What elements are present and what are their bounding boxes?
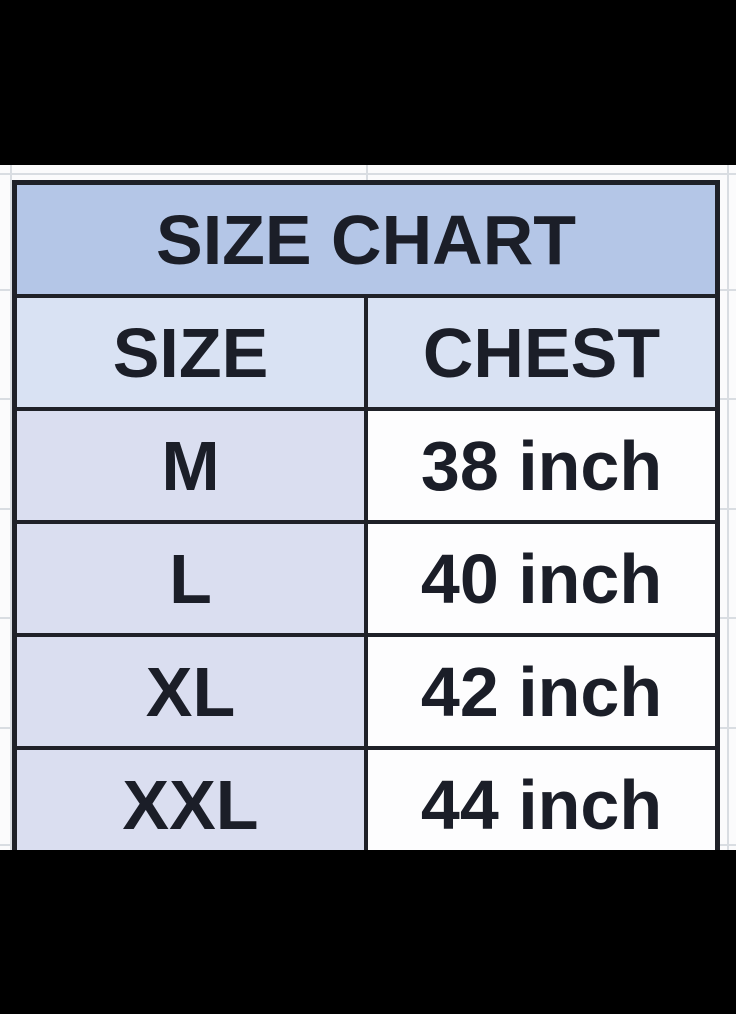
chest-cell-l: 40 inch [364,520,720,637]
table-row: M 38 inch [12,407,720,524]
letterbox-top [0,0,736,165]
size-cell-xl: XL [12,633,368,750]
table-row: L 40 inch [12,520,720,637]
table-row: XXL 44 inch [12,746,720,864]
chest-cell-xxl: 44 inch [364,746,720,864]
sheet-gridline-vertical [727,165,729,850]
size-chart-table: SIZE CHART SIZE CHEST M 38 inch L 40 inc… [12,180,720,864]
letterbox-bottom [0,850,736,1014]
size-cell-l: L [12,520,368,637]
chest-cell-m: 38 inch [364,407,720,524]
size-chart-title: SIZE CHART [12,180,720,298]
table-row: XL 42 inch [12,633,720,750]
sheet-gridline-vertical [10,165,12,850]
title-row: SIZE CHART [12,180,720,298]
header-row: SIZE CHEST [12,294,720,411]
size-cell-m: M [12,407,368,524]
spreadsheet-area: SIZE CHART SIZE CHEST M 38 inch L 40 inc… [0,165,736,864]
size-cell-xxl: XXL [12,746,368,864]
column-header-chest: CHEST [364,294,720,411]
chest-cell-xl: 42 inch [364,633,720,750]
sheet-gridline-horizontal [0,173,736,175]
column-header-size: SIZE [12,294,368,411]
